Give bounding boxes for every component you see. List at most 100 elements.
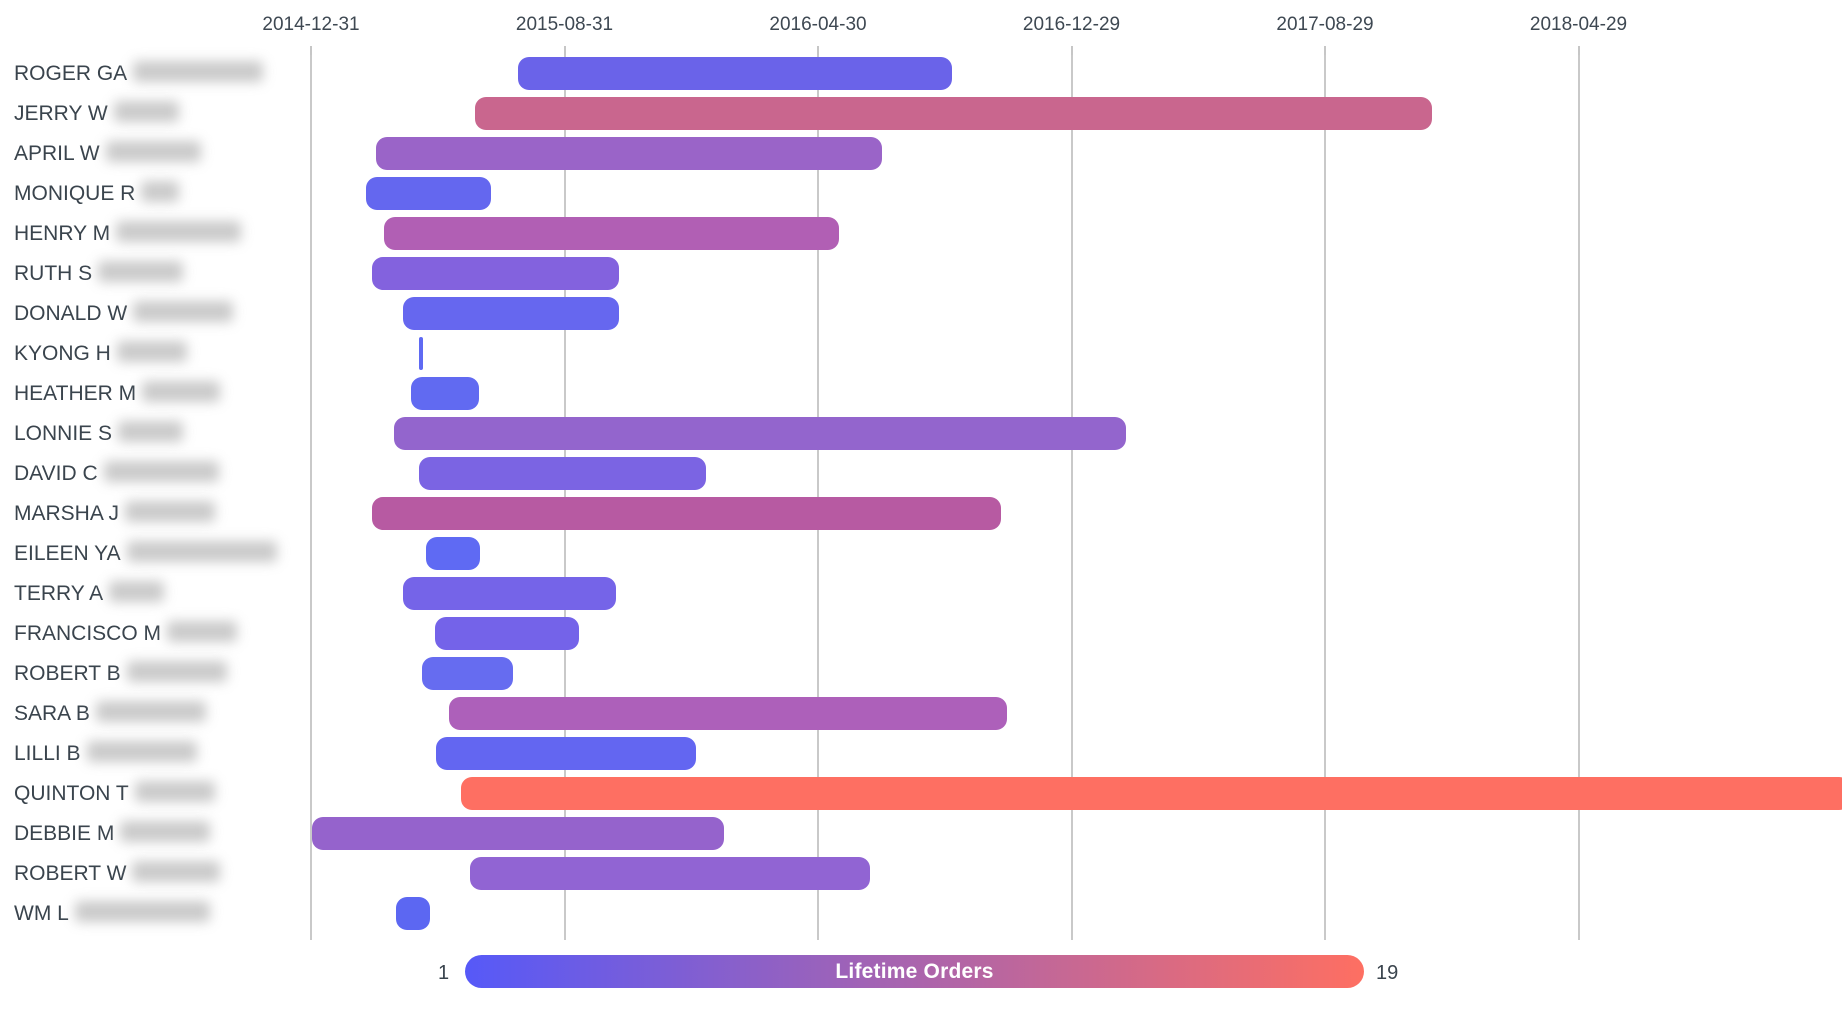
redacted-text <box>167 621 237 643</box>
row-label: LILLI B <box>14 740 197 768</box>
gantt-bar[interactable] <box>411 377 479 410</box>
row-label: KYONG H <box>14 340 187 368</box>
row-label: DAVID C <box>14 460 219 488</box>
row-label-text: ROBERT W <box>14 861 127 885</box>
row-label-text: ROBERT B <box>14 661 121 685</box>
redacted-text <box>133 61 264 83</box>
legend-title: Lifetime Orders <box>835 959 994 983</box>
gantt-bar[interactable] <box>517 57 952 90</box>
gantt-bar[interactable] <box>469 857 871 890</box>
redacted-text <box>125 501 216 523</box>
gantt-bar[interactable] <box>371 497 1001 530</box>
gantt-bar[interactable] <box>419 457 707 490</box>
redacted-text <box>132 861 221 883</box>
row-label-text: SARA B <box>14 701 90 725</box>
row-label: LONNIE S <box>14 420 184 448</box>
redacted-text <box>86 741 197 763</box>
row-label: TERRY A <box>14 580 165 608</box>
row-label-text: LILLI B <box>14 741 81 765</box>
row-label: APRIL W <box>14 140 201 168</box>
row-label-text: EILEEN YA <box>14 541 121 565</box>
row-label: ROBERT W <box>14 860 221 888</box>
redacted-text <box>118 421 184 443</box>
redacted-text <box>133 301 234 323</box>
row-label-text: MONIQUE R <box>14 181 136 205</box>
row-label-text: DAVID C <box>14 461 98 485</box>
row-label-text: DEBBIE M <box>14 821 115 845</box>
gantt-bar[interactable] <box>474 97 1433 130</box>
gridline <box>310 55 312 940</box>
row-label-text: HEATHER M <box>14 381 137 405</box>
redacted-text <box>113 101 179 123</box>
gantt-bar[interactable] <box>371 257 619 290</box>
gantt-bar[interactable] <box>395 897 430 930</box>
row-label: FRANCISCO M <box>14 620 237 648</box>
gantt-bar[interactable] <box>394 417 1126 450</box>
gantt-bar[interactable] <box>435 617 580 650</box>
row-label-text: MARSHA J <box>14 501 120 525</box>
redacted-text <box>103 461 219 483</box>
gantt-bar[interactable] <box>375 137 882 170</box>
gridline <box>1070 55 1073 940</box>
row-label-text: ROGER GA <box>14 61 128 85</box>
row-label: MONIQUE R <box>14 180 180 208</box>
x-axis-tick-label: 2016-12-29 <box>1022 14 1121 35</box>
row-label-text: QUINTON T <box>14 781 129 805</box>
row-label-text: LONNIE S <box>14 421 113 445</box>
redacted-text <box>116 341 187 363</box>
row-label-text: TERRY A <box>14 581 104 605</box>
x-axis-tick-mark <box>817 46 819 55</box>
redacted-text <box>120 821 211 843</box>
redacted-text <box>74 901 210 923</box>
legend-min-label: 1 <box>438 962 450 984</box>
x-axis-tick-mark <box>1070 46 1073 55</box>
x-axis-tick-mark <box>563 46 566 55</box>
redacted-text <box>116 221 242 243</box>
x-axis-tick-label: 2014-12-31 <box>262 14 360 35</box>
redacted-text <box>95 701 206 723</box>
row-label: HEATHER M <box>14 380 221 408</box>
gantt-bar[interactable] <box>402 577 616 610</box>
row-label: EILEEN YA <box>14 540 277 568</box>
row-label-text: DONALD W <box>14 301 128 325</box>
row-label-text: APRIL W <box>14 141 100 165</box>
x-axis-tick-mark <box>310 46 312 55</box>
row-label-text: FRANCISCO M <box>14 621 161 645</box>
row-label: DEBBIE M <box>14 820 211 848</box>
gantt-bar[interactable] <box>436 737 696 770</box>
gantt-bar[interactable] <box>448 697 1007 730</box>
row-label: SARA B <box>14 700 206 728</box>
row-label-text: RUTH S <box>14 261 93 285</box>
redacted-text <box>126 661 227 683</box>
gantt-bar[interactable] <box>425 537 480 570</box>
gantt-bar[interactable] <box>461 777 1842 810</box>
gantt-bar[interactable] <box>384 217 839 250</box>
row-label: RUTH S <box>14 260 184 288</box>
gridline <box>1577 55 1580 940</box>
x-axis-tick-label: 2018-04-29 <box>1529 14 1628 35</box>
gantt-bar[interactable] <box>312 817 725 850</box>
redacted-text <box>109 581 165 603</box>
legend-max-label: 19 <box>1376 962 1399 984</box>
redacted-text <box>98 261 184 283</box>
gantt-bar[interactable] <box>402 297 619 330</box>
redacted-text <box>141 181 180 203</box>
x-axis-tick-label: 2015-08-31 <box>515 14 614 35</box>
gantt-bar[interactable] <box>366 177 492 210</box>
row-label-text: WM L <box>14 901 69 925</box>
row-label: ROGER GA <box>14 60 264 88</box>
gantt-bar[interactable] <box>421 657 514 690</box>
redacted-text <box>142 381 221 403</box>
row-label-text: KYONG H <box>14 341 111 365</box>
row-label-text: HENRY M <box>14 221 111 245</box>
row-label-text: JERRY W <box>14 101 108 125</box>
redacted-text <box>126 541 277 563</box>
x-axis-tick-mark <box>1577 46 1580 55</box>
x-axis-tick-mark <box>1324 46 1326 55</box>
gridline <box>1324 55 1326 940</box>
x-axis-tick-label: 2016-04-30 <box>769 14 867 35</box>
row-label: DONALD W <box>14 300 234 328</box>
redacted-text <box>105 141 201 163</box>
gantt-bar[interactable] <box>419 337 423 370</box>
